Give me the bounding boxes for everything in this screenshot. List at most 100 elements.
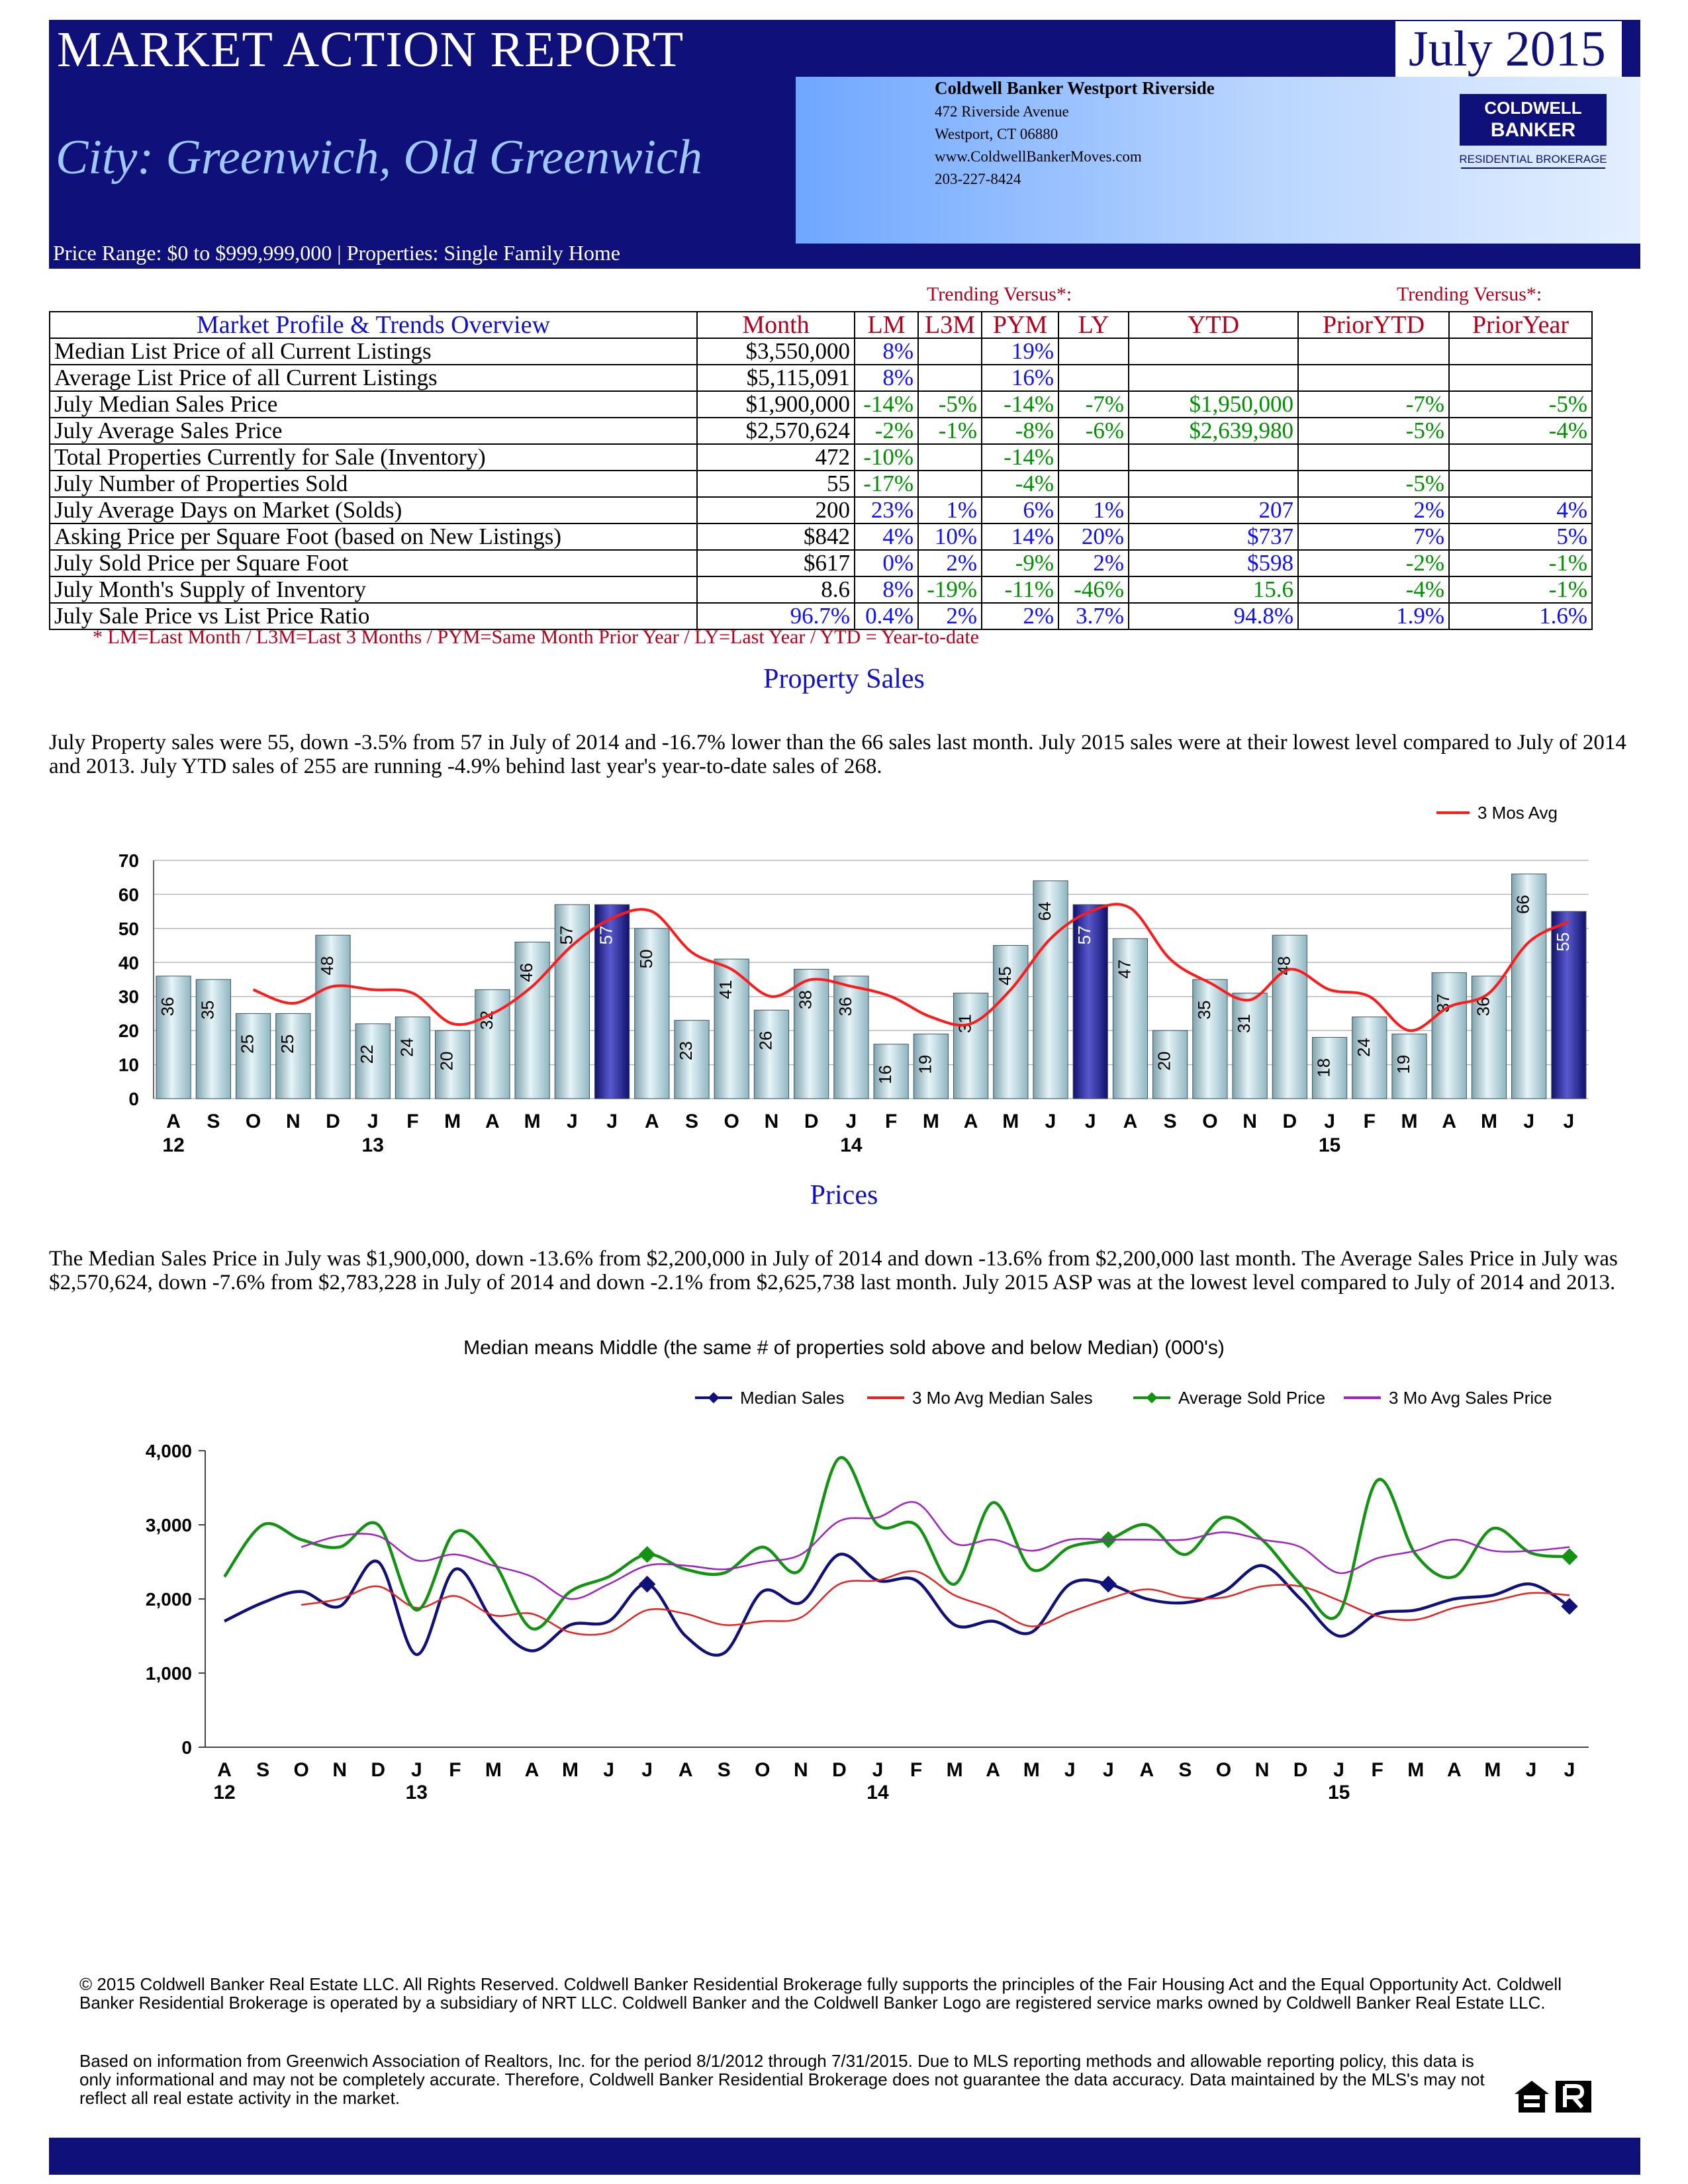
market-profile-table: Market Profile & Trends Overview Month L… bbox=[49, 311, 1593, 630]
bar bbox=[1431, 972, 1467, 1099]
y-tick-label: 2,000 bbox=[146, 1589, 192, 1610]
legend-label: 3 Mos Avg bbox=[1477, 803, 1558, 823]
bar bbox=[1232, 993, 1268, 1099]
table-cell: 472 bbox=[696, 443, 855, 471]
bar-value-label: 57 bbox=[556, 925, 576, 944]
table-cell: -9% bbox=[981, 549, 1059, 577]
bar-value-label: 22 bbox=[357, 1044, 377, 1064]
x-tick-label: J bbox=[846, 1111, 857, 1132]
table-cell: -6% bbox=[1058, 417, 1129, 445]
table-cell bbox=[1128, 470, 1299, 498]
bar bbox=[913, 1033, 949, 1099]
x-tick-label: D bbox=[326, 1111, 340, 1132]
table-cell bbox=[1448, 443, 1593, 471]
x-tick-label: A bbox=[964, 1111, 978, 1132]
table-row: July Sale Price vs List Price Ratio 96.7%… bbox=[49, 602, 1593, 630]
table-cell: $737 bbox=[1128, 523, 1299, 551]
bar bbox=[594, 904, 630, 1099]
bar bbox=[315, 934, 351, 1099]
x-tick-label: D bbox=[832, 1759, 847, 1781]
bar bbox=[1391, 1033, 1427, 1099]
series-marker bbox=[638, 1575, 656, 1593]
year-label: 12 bbox=[213, 1782, 235, 1803]
bar bbox=[833, 976, 869, 1099]
x-tick-label: S bbox=[256, 1759, 269, 1781]
y-tick-label: 40 bbox=[118, 952, 139, 973]
table-row: Asking Price per Square Foot (based on N… bbox=[49, 523, 1593, 551]
table-cell bbox=[1128, 338, 1299, 365]
bar bbox=[1112, 938, 1149, 1099]
table-cell: 2% bbox=[1058, 549, 1129, 577]
logo-line1: COLDWELL bbox=[1484, 98, 1581, 118]
y-tick-label: 50 bbox=[118, 919, 139, 939]
bar bbox=[235, 1013, 271, 1099]
x-tick-label: J bbox=[1564, 1759, 1575, 1781]
table-cell: $617 bbox=[696, 549, 855, 577]
office-name: Coldwell Banker Westport Riverside bbox=[935, 78, 1215, 98]
bar bbox=[1551, 911, 1587, 1099]
table-cell: Median List Price of all Current Listing… bbox=[49, 338, 698, 365]
trending-versus-right: Trending Versus*: bbox=[1397, 283, 1542, 305]
bar bbox=[554, 904, 590, 1099]
x-tick-label: F bbox=[910, 1759, 922, 1781]
table-cell: 2% bbox=[917, 549, 982, 577]
x-tick-label: O bbox=[1216, 1759, 1231, 1781]
table-cell: 7% bbox=[1297, 523, 1450, 551]
table-cell: 8% bbox=[854, 364, 919, 392]
x-tick-label: M bbox=[485, 1759, 502, 1781]
x-tick-label: F bbox=[449, 1759, 461, 1781]
prices-text: The Median Sales Price in July was $1,90… bbox=[49, 1247, 1618, 1295]
bar-value-label: 19 bbox=[915, 1055, 935, 1074]
copyright-notice: © 2015 Coldwell Banker Real Estate LLC. … bbox=[79, 1974, 1562, 2013]
table-row: Average List Price of all Current Listin… bbox=[49, 364, 1593, 392]
table-cell bbox=[1058, 364, 1129, 392]
y-tick-label: 70 bbox=[118, 850, 139, 871]
table-cell: July Average Sales Price bbox=[49, 417, 698, 445]
x-tick-label: J bbox=[603, 1759, 614, 1781]
x-tick-label: D bbox=[1293, 1759, 1308, 1781]
table-cell: -7% bbox=[1297, 390, 1450, 418]
x-tick-label: S bbox=[685, 1111, 698, 1132]
table-cell: 3.7% bbox=[1058, 602, 1129, 630]
table-row: July Average Days on Market (Solds) 200 23… bbox=[49, 496, 1593, 524]
bar-value-label: 38 bbox=[796, 990, 816, 1009]
series-marker bbox=[1100, 1575, 1117, 1593]
bar-value-label: 26 bbox=[755, 1031, 775, 1050]
table-cell: -2% bbox=[1297, 549, 1450, 577]
table-cell: -46% bbox=[1058, 576, 1129, 604]
legend-label: 3 Mo Avg Median Sales bbox=[912, 1388, 1093, 1408]
logo-line3: RESIDENTIAL BROKERAGE bbox=[1460, 153, 1607, 165]
table-cell bbox=[917, 338, 982, 365]
series-marker bbox=[1561, 1598, 1578, 1615]
col-header: PriorYTD bbox=[1297, 311, 1450, 339]
table-cell bbox=[917, 443, 982, 471]
table-cell: July Sold Price per Square Foot bbox=[49, 549, 698, 577]
x-tick-label: M bbox=[1407, 1759, 1424, 1781]
table-cell: July Month's Supply of Inventory bbox=[49, 576, 698, 604]
table-cell: 96.7% bbox=[696, 602, 855, 630]
bar bbox=[1511, 874, 1547, 1099]
x-tick-label: J bbox=[1103, 1759, 1114, 1781]
table-cell bbox=[1448, 364, 1593, 392]
table-row: Median List Price of all Current Listing… bbox=[49, 338, 1593, 365]
table-cell: 5% bbox=[1448, 523, 1593, 551]
table-cell bbox=[917, 470, 982, 498]
table-cell: $3,550,000 bbox=[696, 338, 855, 365]
bar bbox=[753, 1009, 790, 1099]
col-header: Month bbox=[696, 311, 855, 339]
x-tick-label: F bbox=[885, 1111, 897, 1132]
table-cell: 10% bbox=[917, 523, 982, 551]
x-tick-label: J bbox=[1523, 1111, 1534, 1132]
bar-value-label: 36 bbox=[835, 997, 855, 1016]
x-tick-label: S bbox=[718, 1759, 731, 1781]
col-header: Market Profile & Trends Overview bbox=[49, 311, 698, 339]
bar bbox=[1192, 979, 1228, 1099]
bar-value-label: 20 bbox=[437, 1052, 457, 1071]
x-tick-label: O bbox=[293, 1759, 308, 1781]
x-tick-label: O bbox=[755, 1759, 770, 1781]
x-tick-label: M bbox=[1481, 1111, 1497, 1132]
y-tick-label: 10 bbox=[118, 1055, 139, 1075]
table-cell: 1.6% bbox=[1448, 602, 1593, 630]
table-cell: 1% bbox=[1058, 496, 1129, 524]
table-row: July Average Sales Price $2,570,624 -2% -1%… bbox=[49, 417, 1593, 445]
